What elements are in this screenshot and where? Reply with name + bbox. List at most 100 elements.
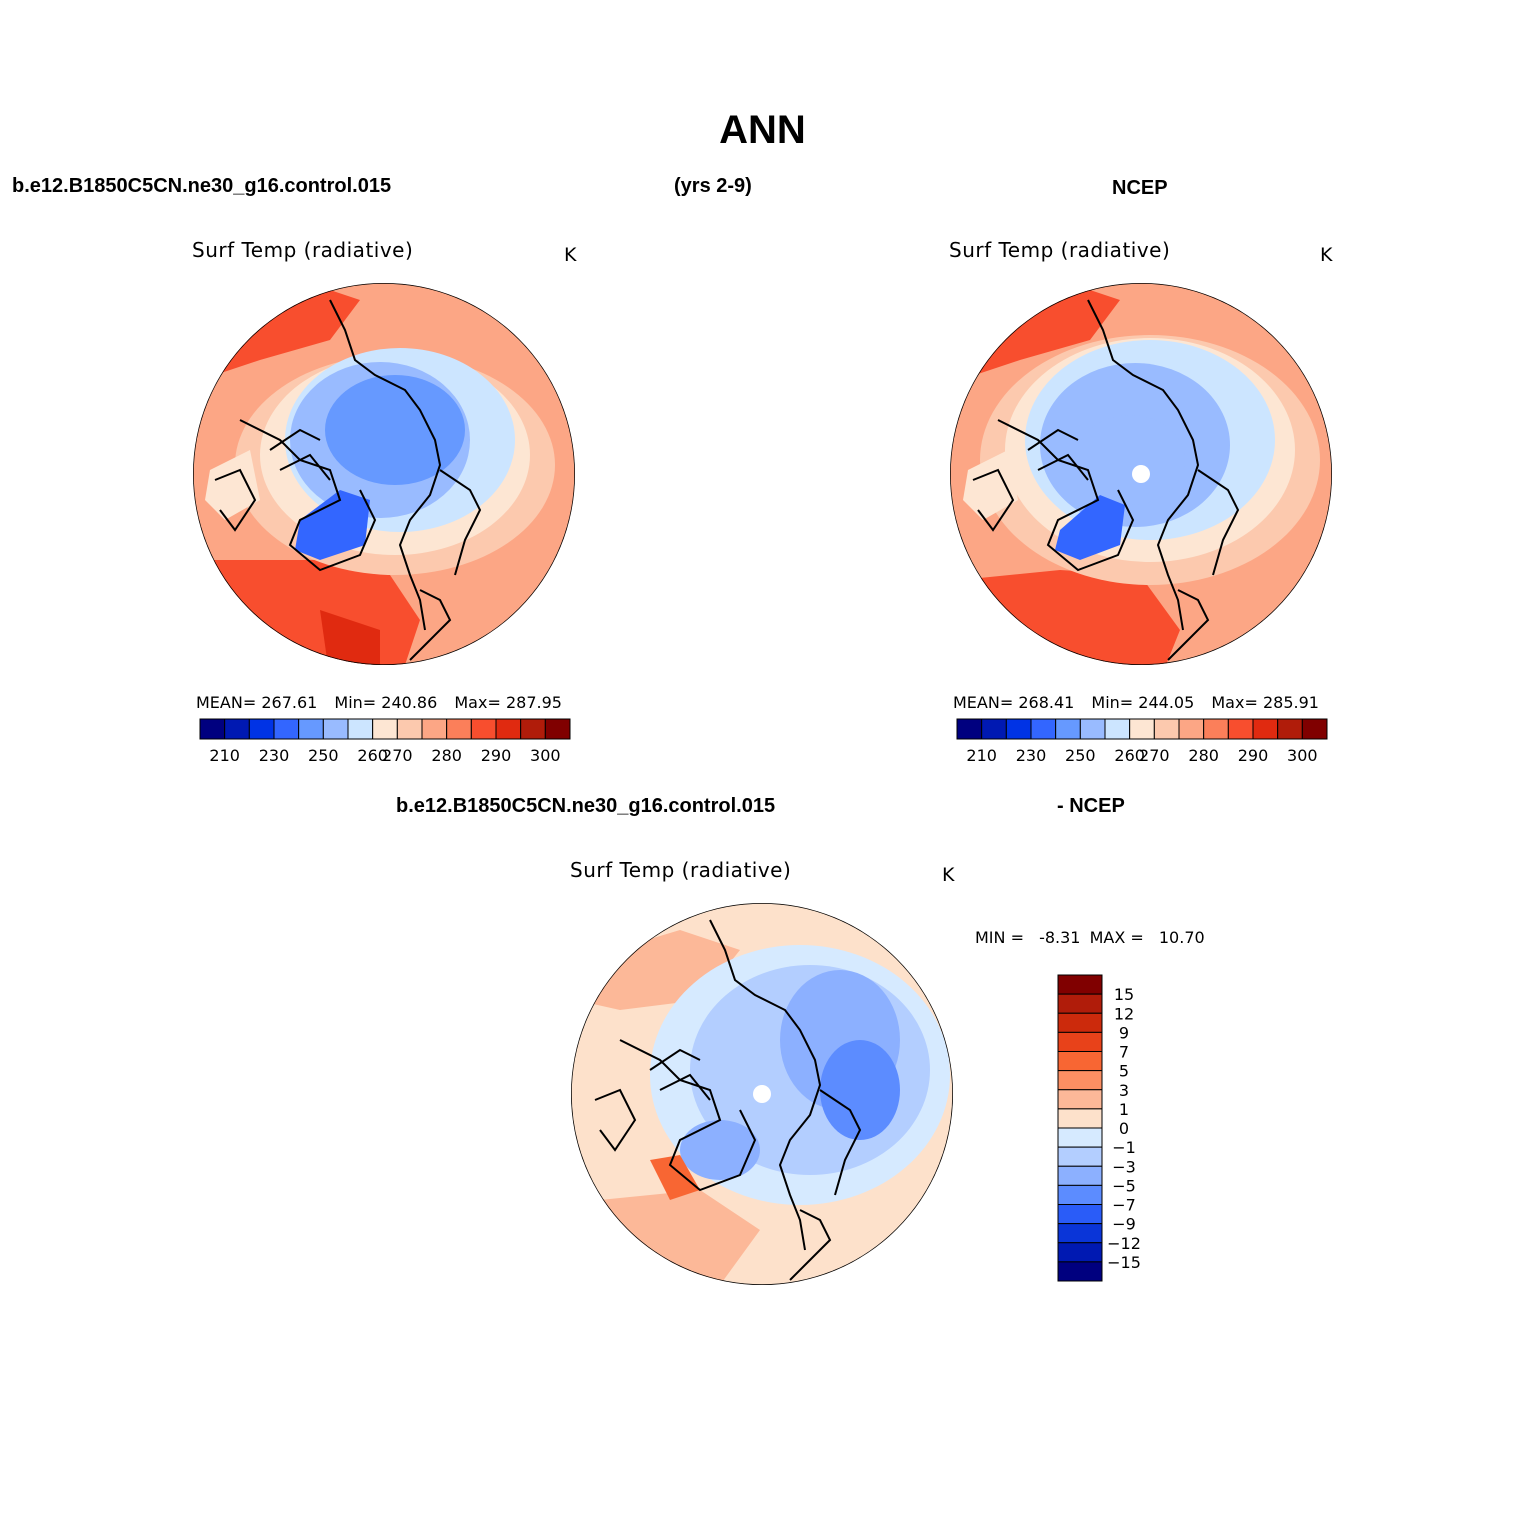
colorbar-swatch bbox=[199, 718, 226, 740]
colorbar-tick-label: 270 bbox=[1139, 746, 1170, 765]
min-value: 244.05 bbox=[1138, 693, 1195, 712]
colorbar-swatch bbox=[1057, 1127, 1103, 1148]
obs-name: NCEP bbox=[1112, 177, 1168, 199]
colorbar-swatch bbox=[1057, 1089, 1103, 1110]
panel-obs-title: Surf Temp (radiative) bbox=[949, 238, 1171, 262]
colorbar-tick-label: −7 bbox=[1112, 1196, 1136, 1215]
colorbar-swatch bbox=[1227, 718, 1254, 740]
panel-diff-units: K bbox=[942, 864, 955, 886]
colorbar-swatch bbox=[956, 718, 983, 740]
colorbar-swatch bbox=[1057, 974, 1103, 995]
colorbar-swatch bbox=[1129, 718, 1155, 740]
pole-hole bbox=[1132, 465, 1150, 483]
mean-value: 268.41 bbox=[1018, 693, 1075, 712]
mean-label: MEAN= bbox=[196, 693, 257, 712]
colorbar-swatch bbox=[1055, 718, 1081, 740]
min-label: Min= bbox=[1091, 693, 1134, 712]
polar-map-diff bbox=[571, 903, 953, 1285]
max-value: 285.91 bbox=[1262, 693, 1319, 712]
colorbar-tick-label: 300 bbox=[1287, 746, 1318, 765]
max-label: MAX = bbox=[1089, 928, 1144, 947]
colorbar-swatch bbox=[1057, 1108, 1103, 1129]
colorbar-tick-label: 9 bbox=[1119, 1023, 1129, 1042]
colorbar-swatch bbox=[1079, 718, 1106, 740]
colorbar-tick-label: −9 bbox=[1112, 1215, 1136, 1234]
colorbar-tick-label: 7 bbox=[1119, 1043, 1129, 1062]
colorbar-swatch bbox=[1057, 1051, 1103, 1072]
colorbar-swatch bbox=[1252, 718, 1279, 740]
colorbar-tick-label: 210 bbox=[966, 746, 997, 765]
colorbar-swatch bbox=[1057, 1146, 1103, 1167]
colorbar-tick-label: 15 bbox=[1114, 985, 1134, 1004]
years-label: (yrs 2-9) bbox=[674, 175, 752, 197]
panel-obs-stats: MEAN= 268.41 Min= 244.05 Max= 285.91 bbox=[953, 693, 1319, 712]
colorbar-tick-label: 250 bbox=[1065, 746, 1096, 765]
colorbar-swatch bbox=[273, 718, 300, 740]
colorbar-tick-label: 3 bbox=[1119, 1081, 1129, 1100]
diff-case-name: b.e12.B1850C5CN.ne30_g16.control.015 bbox=[396, 795, 776, 817]
panel-model-units: K bbox=[564, 244, 577, 266]
min-label: MIN = bbox=[975, 928, 1024, 947]
colorbar-tick-label: 12 bbox=[1114, 1004, 1134, 1023]
pole-hole bbox=[753, 1085, 771, 1103]
colorbar-tick-label: 280 bbox=[431, 746, 462, 765]
min-value: 240.86 bbox=[381, 693, 438, 712]
colorbar-tick-label: 230 bbox=[1016, 746, 1047, 765]
colorbar-swatch bbox=[1057, 1204, 1103, 1225]
colorbar-swatch bbox=[298, 718, 324, 740]
colorbar-tick-label: 290 bbox=[1238, 746, 1269, 765]
colorbar-tick-label: −1 bbox=[1112, 1138, 1136, 1157]
panel-diff-stats: MIN = -8.31 MAX = 10.70 bbox=[975, 928, 1205, 947]
colorbar-tick-label: 290 bbox=[481, 746, 512, 765]
polar-map-model bbox=[193, 283, 575, 665]
colorbar-tick-label: 260 bbox=[357, 746, 388, 765]
colorbar-swatch bbox=[1057, 1070, 1103, 1091]
colorbar-tick-label: −3 bbox=[1112, 1157, 1136, 1176]
max-label: Max= bbox=[1211, 693, 1258, 712]
colorbar-swatch bbox=[520, 718, 546, 740]
colorbar-swatch bbox=[1057, 1165, 1103, 1186]
case-name: b.e12.B1850C5CN.ne30_g16.control.015 bbox=[12, 175, 392, 197]
colorbar-swatch bbox=[1178, 718, 1205, 740]
colorbar-swatch bbox=[1057, 1261, 1103, 1282]
colorbar-tick-label: 280 bbox=[1188, 746, 1219, 765]
max-label: Max= bbox=[454, 693, 501, 712]
colorbar-swatch bbox=[1057, 1012, 1103, 1033]
max-value: 287.95 bbox=[505, 693, 562, 712]
colorbar-tick-label: 230 bbox=[259, 746, 290, 765]
colorbar-swatch bbox=[372, 718, 398, 740]
colorbar-swatch bbox=[322, 718, 349, 740]
colorbar-swatch bbox=[248, 718, 275, 740]
colorbar-swatch bbox=[421, 718, 448, 740]
colorbar-tick-label: 260 bbox=[1114, 746, 1145, 765]
colorbar-tick-label: 0 bbox=[1119, 1119, 1129, 1138]
colorbar-swatch bbox=[1005, 718, 1032, 740]
colorbar-swatch bbox=[347, 718, 374, 740]
colorbar-tick-label: −12 bbox=[1107, 1234, 1141, 1253]
colorbar-swatch bbox=[446, 718, 472, 740]
colorbar-tick-label: 210 bbox=[209, 746, 240, 765]
colorbar-swatch bbox=[1301, 718, 1328, 740]
colorbar-swatch bbox=[1057, 1184, 1103, 1205]
colorbar-tick-label: 300 bbox=[530, 746, 561, 765]
colorbar-tick-label: 5 bbox=[1119, 1062, 1129, 1081]
figure-title: ANN bbox=[719, 108, 806, 152]
mean-label: MEAN= bbox=[953, 693, 1014, 712]
colorbar-tick-label: 270 bbox=[382, 746, 413, 765]
colorbar-tick-label: −5 bbox=[1112, 1176, 1136, 1195]
colorbar-swatch bbox=[1030, 718, 1057, 740]
min-label: Min= bbox=[334, 693, 377, 712]
colorbar-tick-label: 1 bbox=[1119, 1100, 1129, 1119]
colorbar-swatch bbox=[544, 718, 571, 740]
colorbar-swatch bbox=[1203, 718, 1229, 740]
colorbar-tick-label: 250 bbox=[308, 746, 339, 765]
polar-map-obs bbox=[950, 283, 1332, 665]
colorbar-swatch bbox=[1277, 718, 1303, 740]
panel-model-stats: MEAN= 267.61 Min= 240.86 Max= 287.95 bbox=[196, 693, 562, 712]
colorbar-swatch bbox=[1153, 718, 1180, 740]
panel-obs-units: K bbox=[1320, 244, 1333, 266]
